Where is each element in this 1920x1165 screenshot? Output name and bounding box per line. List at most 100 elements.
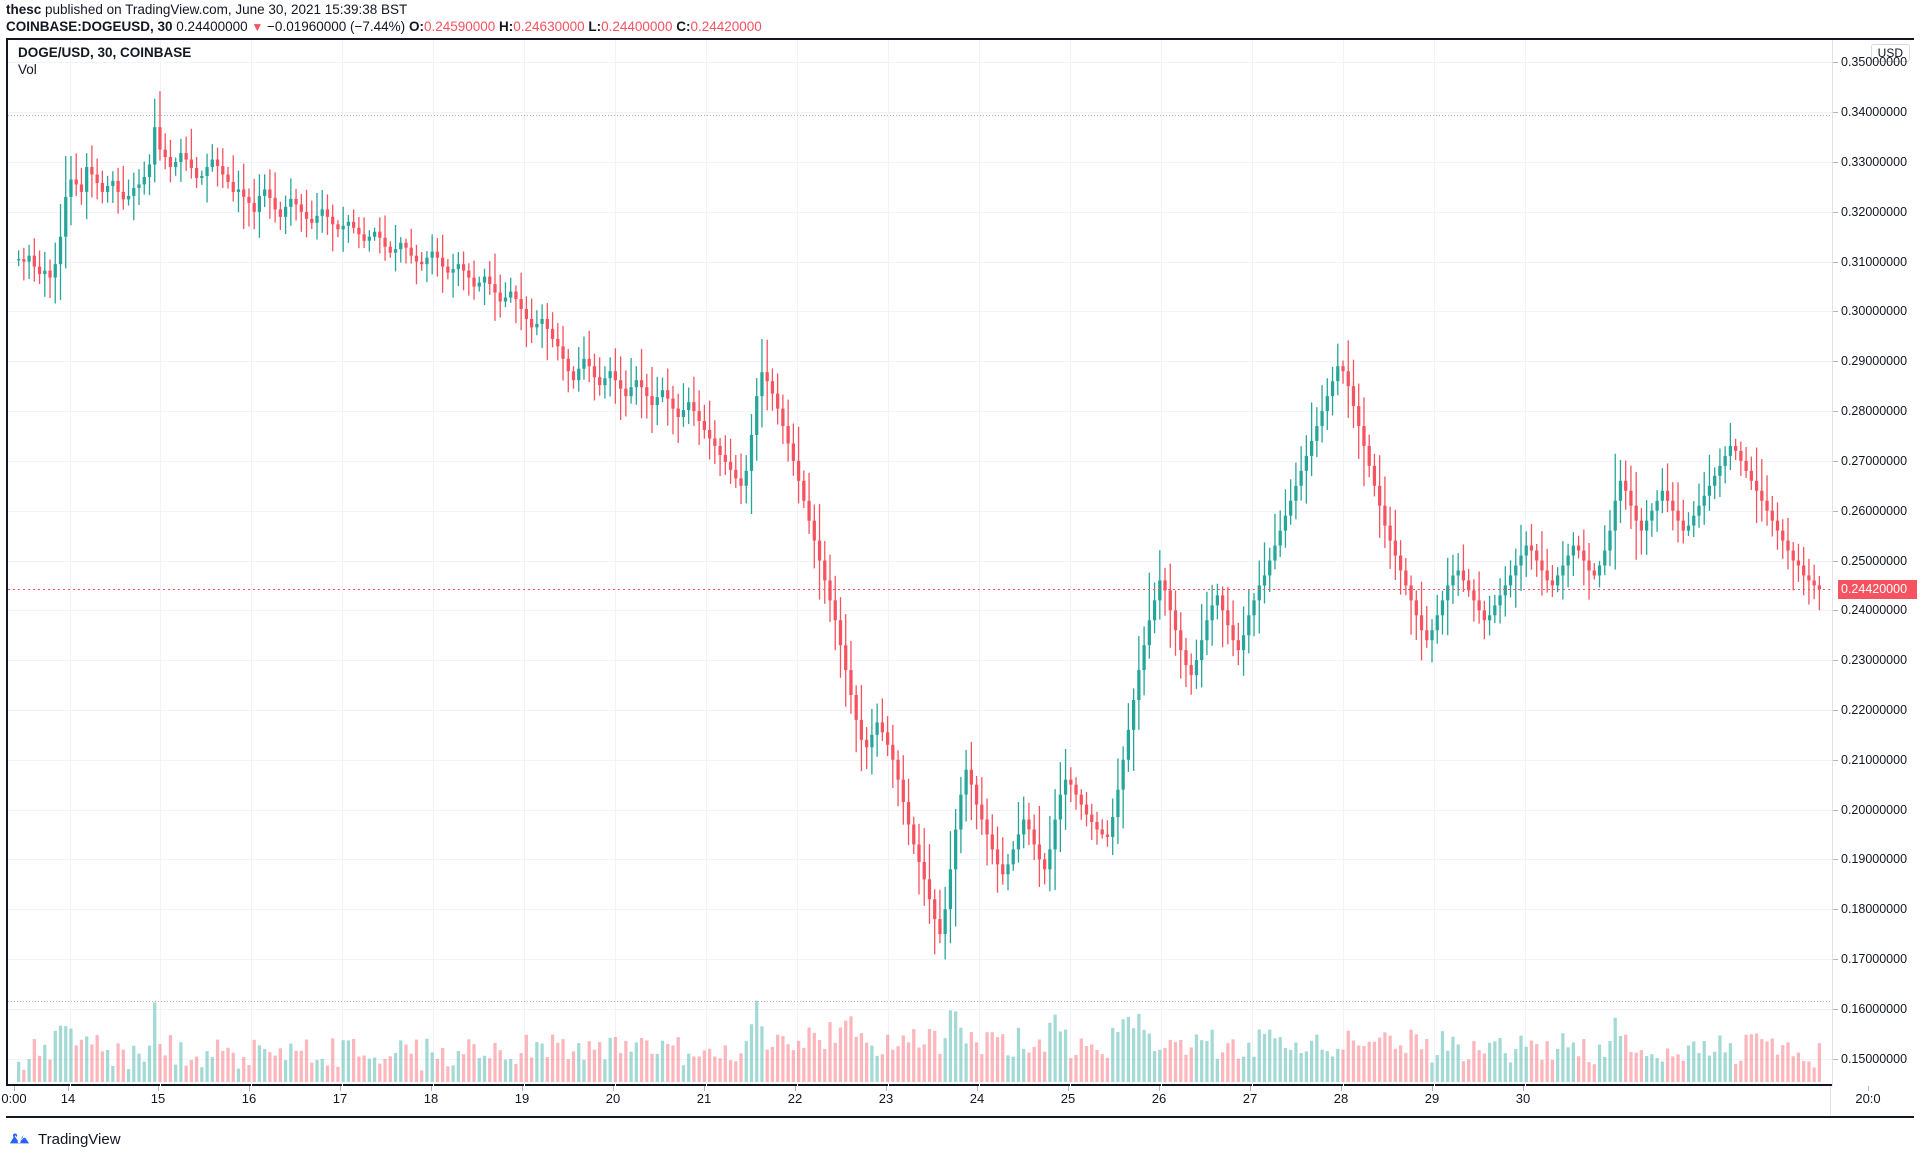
time-tick-label: 20 <box>605 1091 621 1106</box>
low-key: L: <box>588 19 602 34</box>
price-tick-mark <box>1833 660 1838 662</box>
price-tick-mark <box>1833 460 1838 462</box>
reference-dotted-line <box>8 115 1832 116</box>
price-tick-label: 0.29000000 <box>1841 354 1908 369</box>
price-tick-label: 0.26000000 <box>1841 503 1908 518</box>
close-value: 0.24420000 <box>690 19 762 34</box>
price-tick-mark <box>1833 510 1838 512</box>
chart-pane[interactable]: DOGE/USD, 30, COINBASE Vol <box>8 40 1832 1086</box>
vertical-gridline <box>70 40 71 1086</box>
price-axis[interactable]: USD 0.35000000 0.34000000 0.33000000 0.3200… <box>1832 40 1917 1086</box>
vertical-gridline <box>1252 40 1253 1086</box>
last-price: 0.24400000 <box>176 19 248 34</box>
horizontal-gridline <box>8 1059 1832 1060</box>
horizontal-gridline <box>8 810 1832 811</box>
time-tick-label: 23 <box>878 1091 894 1106</box>
price-tick: 0.23000000 <box>1833 653 1917 667</box>
volume-bars <box>16 1000 1822 1082</box>
horizontal-gridline <box>8 511 1832 512</box>
time-tick-mark <box>886 1086 887 1091</box>
time-tick-label: 28 <box>1333 1091 1349 1106</box>
price-tick: 0.24000000 <box>1833 603 1917 617</box>
price-tick-label: 0.27000000 <box>1841 453 1908 468</box>
price-tick-label: 0.34000000 <box>1841 105 1908 120</box>
time-tick-label: 0:00 <box>1 1091 27 1106</box>
time-tick-label: 22 <box>787 1091 803 1106</box>
publish-line: thesc published on TradingView.com, June… <box>6 0 1920 18</box>
price-tick-label: 0.18000000 <box>1841 902 1908 917</box>
price-tick: 0.22000000 <box>1833 703 1917 717</box>
price-tick-label: 0.22000000 <box>1841 702 1908 717</box>
price-tick-mark <box>1833 809 1838 811</box>
price-tick: 0.26000000 <box>1833 504 1917 518</box>
tradingview-footer: TradingView <box>8 1128 121 1151</box>
time-tick-mark <box>1432 1086 1433 1091</box>
time-tick-label: 16 <box>241 1091 257 1106</box>
currency-chip[interactable]: USD <box>1870 44 1910 62</box>
price-tick-label: 0.19000000 <box>1841 852 1908 867</box>
time-tick-label: 26 <box>1151 1091 1167 1106</box>
price-tick-label: 0.32000000 <box>1841 204 1908 219</box>
horizontal-gridline <box>8 212 1832 213</box>
time-tick-label: 20:0 <box>1855 1091 1881 1106</box>
vertical-gridline <box>1161 40 1162 1086</box>
time-tick-label: 21 <box>696 1091 712 1106</box>
horizontal-gridline <box>8 112 1832 113</box>
quote-line: COINBASE:DOGEUSD, 30 0.24400000 ▼ −0.019… <box>6 18 1920 36</box>
time-tick-mark <box>68 1086 69 1091</box>
price-tick-label: 0.24000000 <box>1841 603 1908 618</box>
legend-title: DOGE/USD, 30, COINBASE <box>18 45 192 60</box>
vertical-gridline <box>1525 40 1526 1086</box>
vertical-gridline <box>1434 40 1435 1086</box>
horizontal-gridline <box>8 760 1832 761</box>
price-tick: 0.20000000 <box>1833 803 1917 817</box>
price-tick-mark <box>1833 361 1838 363</box>
price-tick-mark <box>1833 859 1838 861</box>
price-tick-mark <box>1833 62 1838 64</box>
price-tick: 0.21000000 <box>1833 753 1917 767</box>
high-value: 0.24630000 <box>513 19 585 34</box>
vertical-gridline <box>433 40 434 1086</box>
time-tick-label: 24 <box>969 1091 985 1106</box>
time-tick-label: 29 <box>1424 1091 1440 1106</box>
close-key: C: <box>676 19 691 34</box>
time-tick-label: 27 <box>1242 1091 1258 1106</box>
current-price-badge[interactable]: 0.24420000 <box>1838 580 1917 600</box>
price-tick-mark <box>1833 560 1838 562</box>
candles <box>16 91 1822 960</box>
vertical-gridline <box>524 40 525 1086</box>
time-tick-label: 25 <box>1060 1091 1076 1106</box>
price-tick-label: 0.30000000 <box>1841 304 1908 319</box>
price-tick: 0.34000000 <box>1833 105 1917 119</box>
price-tick-mark <box>1833 1058 1838 1060</box>
price-tick-mark <box>1833 211 1838 213</box>
horizontal-gridline <box>8 959 1832 960</box>
vertical-gridline <box>615 40 616 1086</box>
horizontal-gridline <box>8 660 1832 661</box>
horizontal-gridline <box>8 62 1832 63</box>
price-tick: 0.31000000 <box>1833 255 1917 269</box>
current-price-dotted-line <box>8 589 1832 590</box>
price-tick-label: 0.28000000 <box>1841 404 1908 419</box>
time-tick-mark <box>1068 1086 1069 1091</box>
horizontal-gridline <box>8 361 1832 362</box>
time-tick-mark <box>431 1086 432 1091</box>
price-tick: 0.25000000 <box>1833 554 1917 568</box>
price-tick-mark <box>1833 759 1838 761</box>
price-tick: 0.27000000 <box>1833 454 1917 468</box>
price-tick-label: 0.31000000 <box>1841 254 1908 269</box>
price-tick: 0.32000000 <box>1833 205 1917 219</box>
price-tick-mark <box>1833 958 1838 960</box>
time-tick-label: 18 <box>423 1091 439 1106</box>
price-tick: 0.18000000 <box>1833 902 1917 916</box>
time-tick-mark <box>340 1086 341 1091</box>
price-tick-label: 0.35000000 <box>1841 55 1908 70</box>
time-tick-mark <box>1159 1086 1160 1091</box>
time-tick-label: 15 <box>150 1091 166 1106</box>
price-tick: 0.15000000 <box>1833 1052 1917 1066</box>
horizontal-gridline <box>8 710 1832 711</box>
time-axis[interactable]: 0:00 14 15 16 17 18 19 20 21 22 23 24 25 26 27 28 29 30 20… <box>1 1086 1914 1118</box>
time-tick-label: 14 <box>60 1091 76 1106</box>
tradingview-brand: TradingView <box>38 1131 121 1148</box>
